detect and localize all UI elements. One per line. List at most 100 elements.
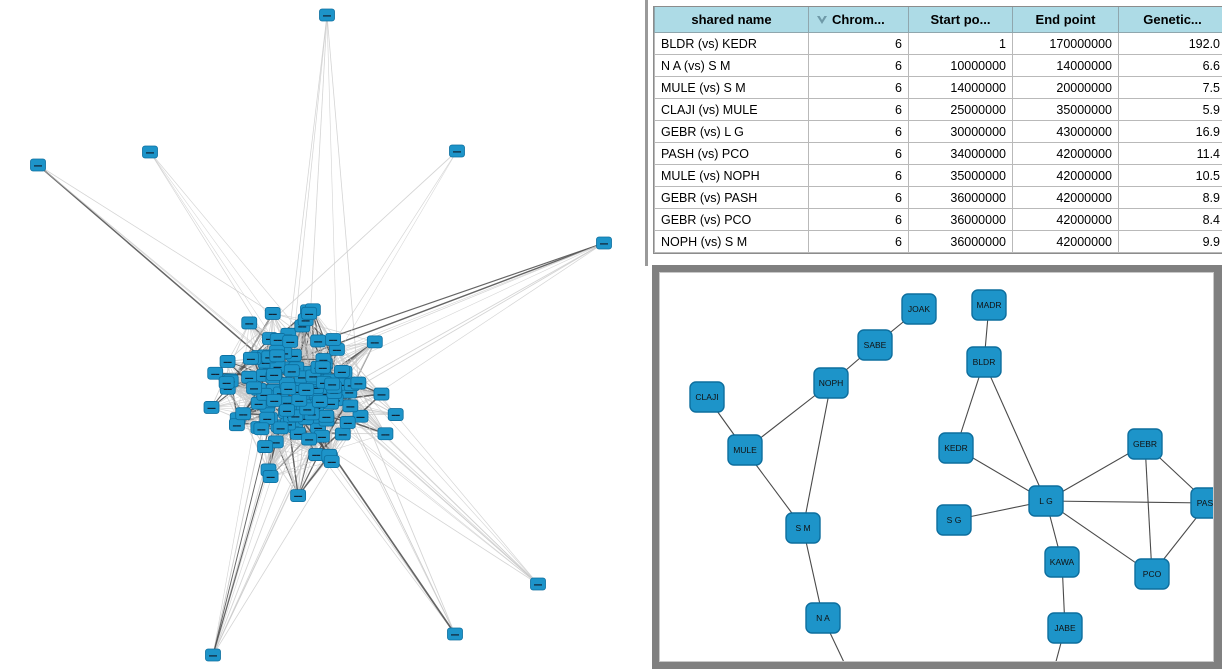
table-cell-end_point[interactable]: 42000000 — [1012, 164, 1119, 187]
main-network-node[interactable] — [310, 334, 327, 348]
main-network-node[interactable] — [298, 383, 315, 396]
table-cell-genetic[interactable]: 8.9 — [1118, 186, 1222, 209]
table-cell-end_point[interactable]: 20000000 — [1012, 76, 1119, 99]
main-network-edge[interactable] — [286, 410, 456, 635]
subnetwork-node[interactable]: JOAK — [901, 293, 937, 325]
main-network-node[interactable] — [242, 351, 259, 365]
table-cell-genetic[interactable]: 11.4 — [1118, 142, 1222, 165]
table-cell-genetic[interactable]: 10.5 — [1118, 164, 1222, 187]
table-row[interactable]: MULE (vs) S M 6 14000000 20000000 7.5 — [654, 76, 1222, 99]
main-network-edge[interactable] — [349, 242, 605, 393]
table-body[interactable]: BLDR (vs) KEDR 6 1 170000000 192.0 N A (vs) S… — [654, 32, 1222, 253]
table-cell-shared_name[interactable]: MULE (vs) S M — [654, 76, 809, 99]
table-cell-shared_name[interactable]: N A (vs) S M — [654, 54, 809, 77]
main-network-node[interactable] — [342, 399, 359, 413]
table-row[interactable]: MULE (vs) NOPH 6 35000000 42000000 10.5 — [654, 164, 1222, 187]
main-network-node[interactable] — [323, 455, 340, 469]
subnetwork-edge[interactable] — [1045, 500, 1153, 575]
table-row[interactable]: N A (vs) S M 6 10000000 14000000 6.6 — [654, 54, 1222, 77]
main-network-edge[interactable] — [395, 414, 539, 585]
table-cell-start_point[interactable]: 35000000 — [908, 164, 1013, 187]
main-network-edge[interactable] — [326, 14, 338, 350]
table-cell-genetic[interactable]: 6.6 — [1118, 54, 1222, 77]
subnetwork-node[interactable]: N A — [805, 602, 841, 634]
table-cell-chromosome[interactable]: 6 — [808, 186, 909, 209]
table-cell-start_point[interactable]: 36000000 — [908, 230, 1013, 253]
table-cell-start_point[interactable]: 34000000 — [908, 142, 1013, 165]
table-cell-genetic[interactable]: 5.9 — [1118, 98, 1222, 121]
table-cell-end_point[interactable]: 42000000 — [1012, 208, 1119, 231]
main-network-node[interactable] — [207, 366, 224, 380]
main-network-node[interactable] — [269, 349, 286, 363]
table-cell-start_point[interactable]: 14000000 — [908, 76, 1013, 99]
main-network-node[interactable] — [377, 427, 394, 441]
main-network-edge[interactable] — [212, 416, 361, 656]
table-row[interactable]: GEBR (vs) PCO 6 36000000 42000000 8.4 — [654, 208, 1222, 231]
main-network-node[interactable] — [283, 364, 300, 378]
table-cell-start_point[interactable]: 25000000 — [908, 98, 1013, 121]
table-cell-end_point[interactable]: 42000000 — [1012, 142, 1119, 165]
subnetwork-node[interactable]: SABE — [857, 329, 893, 361]
subnetwork-node[interactable]: PCO — [1134, 558, 1170, 590]
main-network-edge[interactable] — [326, 416, 539, 585]
main-network-node[interactable] — [30, 158, 46, 172]
table-cell-chromosome[interactable]: 6 — [808, 120, 909, 143]
table-cell-chromosome[interactable]: 6 — [808, 230, 909, 253]
column-header-end-point[interactable]: End point — [1012, 7, 1119, 33]
main-network-node[interactable] — [312, 394, 328, 408]
column-header-chromosome[interactable]: Chrom... — [808, 7, 909, 33]
table-cell-genetic[interactable]: 7.5 — [1118, 76, 1222, 99]
main-network-node[interactable] — [447, 627, 463, 641]
main-network-node[interactable] — [339, 416, 356, 429]
main-network-node[interactable] — [290, 489, 307, 503]
subnetwork-node[interactable]: S M — [785, 512, 821, 544]
main-network-node[interactable] — [279, 403, 295, 417]
main-network-node[interactable] — [264, 307, 281, 320]
table-cell-chromosome[interactable]: 6 — [808, 208, 909, 231]
main-network-node[interactable] — [373, 387, 390, 401]
table-cell-genetic[interactable]: 9.9 — [1118, 230, 1222, 253]
subnetwork-edge[interactable] — [983, 361, 1047, 502]
table-cell-start_point[interactable]: 30000000 — [908, 120, 1013, 143]
subnetwork-node[interactable]: S G — [936, 504, 972, 536]
main-network-edge[interactable] — [226, 382, 269, 471]
main-network-canvas[interactable]: ▬▬ ▬▬ ▬▬ ▬▬ ▬▬ ▬▬ ▬▬ ▬▬ ▬▬ ▬▬ ▬▬ ▬▬ ▬▬ ▬▬ ▬▬ ▬▬ ▬▬ ▬▬ ▬▬ ▬▬… — [0, 0, 645, 669]
main-network-node[interactable] — [142, 145, 158, 159]
main-network-node[interactable] — [449, 144, 465, 158]
subnetwork-node[interactable]: MULE — [727, 434, 763, 466]
table-row[interactable]: CLAJI (vs) MULE 6 25000000 35000000 5.9 — [654, 98, 1222, 121]
main-network-node[interactable] — [530, 577, 546, 591]
table-cell-genetic[interactable]: 192.0 — [1118, 32, 1222, 55]
column-header-shared-name[interactable]: shared name — [654, 7, 809, 33]
main-network-node[interactable] — [350, 376, 367, 390]
main-network-node[interactable] — [235, 407, 252, 421]
table-cell-chromosome[interactable]: 6 — [808, 142, 909, 165]
main-network-edge[interactable] — [227, 150, 458, 362]
table-cell-chromosome[interactable]: 6 — [808, 76, 909, 99]
table-cell-chromosome[interactable]: 6 — [808, 164, 909, 187]
main-network-edge[interactable] — [313, 242, 605, 379]
table-cell-start_point[interactable]: 36000000 — [908, 186, 1013, 209]
main-network-node[interactable] — [246, 381, 262, 395]
table-cell-genetic[interactable]: 16.9 — [1118, 120, 1222, 143]
table-cell-shared_name[interactable]: GEBR (vs) PCO — [654, 208, 809, 231]
main-network-node[interactable] — [282, 334, 299, 348]
main-network-node[interactable] — [218, 376, 235, 390]
column-header-genetic[interactable]: Genetic... — [1118, 7, 1222, 33]
table-cell-chromosome[interactable]: 6 — [808, 98, 909, 121]
subnetwork-node[interactable]: GEBR — [1127, 428, 1163, 460]
table-cell-shared_name[interactable]: BLDR (vs) KEDR — [654, 32, 809, 55]
subnetwork-node[interactable]: NOPH — [813, 367, 849, 399]
subnetwork-edge[interactable] — [1045, 500, 1209, 504]
table-cell-start_point[interactable]: 1 — [908, 32, 1013, 55]
data-table-panel[interactable]: shared name Chrom... Start po... End poi… — [645, 0, 1222, 266]
table-cell-end_point[interactable]: 170000000 — [1012, 32, 1119, 55]
main-network-node[interactable] — [205, 648, 221, 662]
table-row[interactable]: GEBR (vs) PASH 6 36000000 42000000 8.9 — [654, 186, 1222, 209]
table-cell-chromosome[interactable]: 6 — [808, 54, 909, 77]
column-header-start-point[interactable]: Start po... — [908, 7, 1013, 33]
main-network-edge[interactable] — [305, 14, 328, 390]
subnetwork-node[interactable]: MADR — [971, 289, 1007, 321]
main-network-node[interactable] — [366, 335, 383, 349]
